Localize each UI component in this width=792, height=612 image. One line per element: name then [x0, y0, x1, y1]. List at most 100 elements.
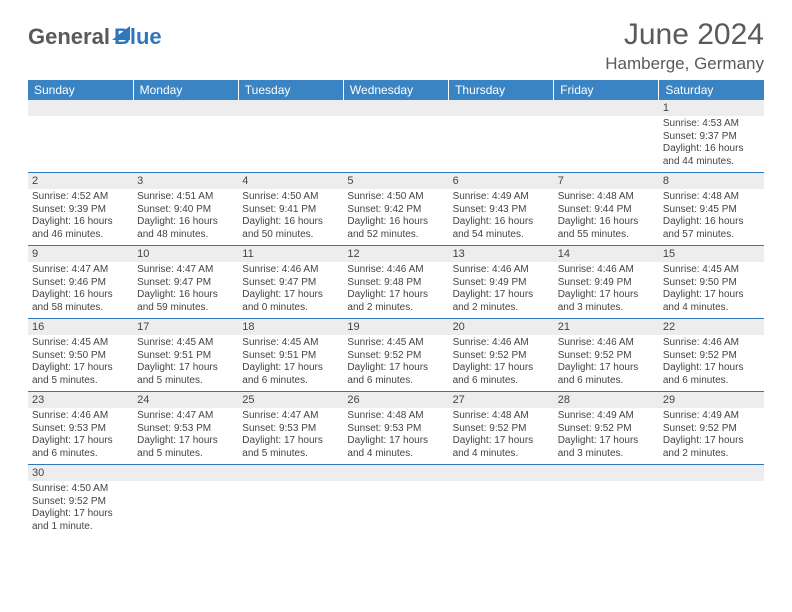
sunset-text: Sunset: 9:53 PM: [137, 423, 234, 436]
logo-text-general: General: [28, 24, 110, 50]
calendar-day-cell: 10Sunrise: 4:47 AMSunset: 9:47 PMDayligh…: [133, 246, 238, 319]
calendar-day-cell: 6Sunrise: 4:49 AMSunset: 9:43 PMDaylight…: [449, 173, 554, 246]
sunrise-text: Sunrise: 4:49 AM: [663, 410, 760, 423]
daylight-text: Daylight: 17 hours and 1 minute.: [32, 508, 129, 533]
calendar-day-cell: 13 Sunrise: 4:46 AMSunset: 9:49 PMDayligh…: [449, 246, 554, 319]
sunset-text: Sunset: 9:49 PM: [453, 277, 550, 290]
day-number: 3: [133, 173, 238, 189]
weekday-header: Thursday: [449, 80, 554, 100]
day-number: 11: [238, 246, 343, 262]
day-number: 9: [28, 246, 133, 262]
sunrise-text: Sunrise: 4:45 AM: [32, 337, 129, 350]
day-details: Sunrise: 4:53 AMSunset: 9:37 PMDaylight:…: [659, 116, 764, 172]
sunrise-text: Sunrise: 4:51 AM: [137, 191, 234, 204]
day-number: 12: [343, 246, 448, 262]
sunrise-text: Sunrise: 4:48 AM: [558, 191, 655, 204]
sunset-text: Sunset: 9:49 PM: [558, 277, 655, 290]
daylight-text: Daylight: 17 hours and 2 minutes.: [453, 289, 550, 314]
day-details: Sunrise: 4:50 AMSunset: 9:52 PMDaylight:…: [28, 481, 133, 537]
calendar-day-cell: 18Sunrise: 4:45 AMSunset: 9:51 PMDayligh…: [238, 319, 343, 392]
calendar-day-cell: [554, 465, 659, 538]
day-number: 29: [659, 392, 764, 408]
day-number: 21: [554, 319, 659, 335]
calendar-week-row: 16Sunrise: 4:45 AMSunset: 9:50 PMDayligh…: [28, 319, 764, 392]
day-details: Sunrise: 4:49 AMSunset: 9:52 PMDaylight:…: [659, 408, 764, 464]
calendar-day-cell: 29Sunrise: 4:49 AMSunset: 9:52 PMDayligh…: [659, 392, 764, 465]
location: Hamberge, Germany: [605, 54, 764, 74]
day-details: Sunrise: 4:50 AMSunset: 9:42 PMDaylight:…: [343, 189, 448, 245]
calendar-day-cell: 21Sunrise: 4:46 AMSunset: 9:52 PMDayligh…: [554, 319, 659, 392]
calendar-day-cell: 22Sunrise: 4:46 AMSunset: 9:52 PMDayligh…: [659, 319, 764, 392]
sunrise-text: Sunrise: 4:46 AM: [453, 264, 550, 277]
sunset-text: Sunset: 9:48 PM: [347, 277, 444, 290]
sunrise-text: Sunrise: 4:45 AM: [242, 337, 339, 350]
sunset-text: Sunset: 9:52 PM: [347, 350, 444, 363]
logo-text-blue: Blue: [114, 24, 162, 50]
empty-day-bar: [343, 465, 448, 481]
day-details: Sunrise: 4:46 AMSunset: 9:48 PMDaylight:…: [343, 262, 448, 318]
daylight-text: Daylight: 16 hours and 57 minutes.: [663, 216, 760, 241]
calendar-week-row: 2Sunrise: 4:52 AMSunset: 9:39 PMDaylight…: [28, 173, 764, 246]
day-number: 30: [28, 465, 133, 481]
sunrise-text: Sunrise: 4:46 AM: [453, 337, 550, 350]
day-number: 19: [343, 319, 448, 335]
calendar-week-row: 9Sunrise: 4:47 AMSunset: 9:46 PMDaylight…: [28, 246, 764, 319]
empty-day-bar: [554, 100, 659, 116]
day-number: 1: [659, 100, 764, 116]
weekday-header: Wednesday: [343, 80, 448, 100]
weekday-header: Tuesday: [238, 80, 343, 100]
month-title: June 2024: [605, 18, 764, 52]
daylight-text: Daylight: 17 hours and 6 minutes.: [453, 362, 550, 387]
calendar-day-cell: [449, 465, 554, 538]
sunrise-text: Sunrise: 4:53 AM: [663, 118, 760, 131]
sunset-text: Sunset: 9:52 PM: [558, 423, 655, 436]
sunset-text: Sunset: 9:50 PM: [32, 350, 129, 363]
sunset-text: Sunset: 9:53 PM: [347, 423, 444, 436]
sunset-text: Sunset: 9:39 PM: [32, 204, 129, 217]
day-number: 10: [133, 246, 238, 262]
day-number: 20: [449, 319, 554, 335]
day-number: 8: [659, 173, 764, 189]
sunset-text: Sunset: 9:46 PM: [32, 277, 129, 290]
day-details: Sunrise: 4:46 AMSunset: 9:47 PMDaylight:…: [238, 262, 343, 318]
daylight-text: Daylight: 17 hours and 4 minutes.: [453, 435, 550, 460]
sunrise-text: Sunrise: 4:47 AM: [242, 410, 339, 423]
sunrise-text: Sunrise: 4:46 AM: [32, 410, 129, 423]
daylight-text: Daylight: 17 hours and 6 minutes.: [558, 362, 655, 387]
calendar-day-cell: 27Sunrise: 4:48 AMSunset: 9:52 PMDayligh…: [449, 392, 554, 465]
daylight-text: Daylight: 17 hours and 6 minutes.: [663, 362, 760, 387]
day-number: 7: [554, 173, 659, 189]
header: General Blue June 2024 Hamberge, Germany: [28, 18, 764, 74]
daylight-text: Daylight: 17 hours and 3 minutes.: [558, 435, 655, 460]
calendar-week-row: 30Sunrise: 4:50 AMSunset: 9:52 PMDayligh…: [28, 465, 764, 538]
empty-day-bar: [238, 100, 343, 116]
day-number: 13: [449, 246, 554, 262]
day-details: Sunrise: 4:48 AMSunset: 9:52 PMDaylight:…: [449, 408, 554, 464]
calendar-page: General Blue June 2024 Hamberge, Germany…: [0, 0, 792, 537]
sunrise-text: Sunrise: 4:50 AM: [32, 483, 129, 496]
weekday-header: Monday: [133, 80, 238, 100]
daylight-text: Daylight: 16 hours and 50 minutes.: [242, 216, 339, 241]
calendar-day-cell: [133, 465, 238, 538]
sunset-text: Sunset: 9:50 PM: [663, 277, 760, 290]
day-details: Sunrise: 4:52 AMSunset: 9:39 PMDaylight:…: [28, 189, 133, 245]
calendar-day-cell: [554, 100, 659, 173]
day-details: Sunrise: 4:45 AMSunset: 9:51 PMDaylight:…: [133, 335, 238, 391]
sunrise-text: Sunrise: 4:49 AM: [558, 410, 655, 423]
empty-day-bar: [554, 465, 659, 481]
sunset-text: Sunset: 9:52 PM: [453, 423, 550, 436]
calendar-day-cell: [28, 100, 133, 173]
day-number: 23: [28, 392, 133, 408]
day-details: Sunrise: 4:48 AMSunset: 9:44 PMDaylight:…: [554, 189, 659, 245]
day-number: 4: [238, 173, 343, 189]
sunset-text: Sunset: 9:47 PM: [137, 277, 234, 290]
calendar-week-row: 1Sunrise: 4:53 AMSunset: 9:37 PMDaylight…: [28, 100, 764, 173]
daylight-text: Daylight: 16 hours and 44 minutes.: [663, 143, 760, 168]
empty-day-bar: [238, 465, 343, 481]
day-number: 24: [133, 392, 238, 408]
sunset-text: Sunset: 9:40 PM: [137, 204, 234, 217]
calendar-day-cell: 2Sunrise: 4:52 AMSunset: 9:39 PMDaylight…: [28, 173, 133, 246]
daylight-text: Daylight: 17 hours and 5 minutes.: [32, 362, 129, 387]
sunset-text: Sunset: 9:51 PM: [242, 350, 339, 363]
sunset-text: Sunset: 9:52 PM: [663, 423, 760, 436]
